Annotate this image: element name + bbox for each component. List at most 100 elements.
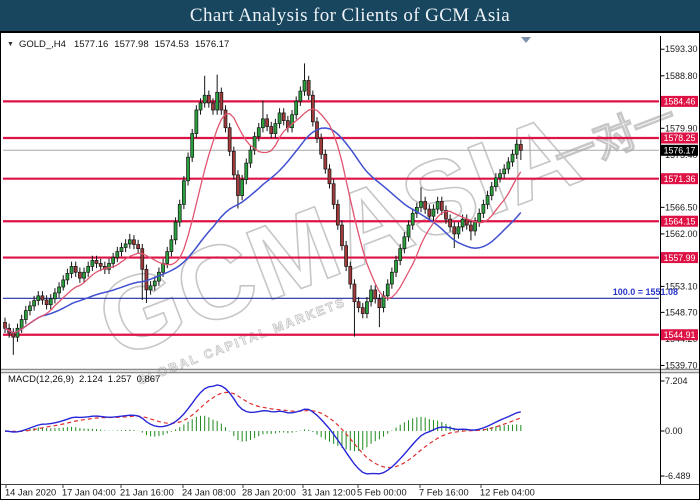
candle-body [510,153,515,163]
price-level-badge-text: 1578.25 [664,133,696,143]
candle-body [78,271,82,279]
price-level-badge [661,95,698,107]
candle-body [294,100,299,116]
candle-body [398,248,403,261]
candle-body [419,201,423,208]
candle-body [186,156,190,182]
candle-body [327,168,332,185]
candle-body [448,218,452,228]
candle-body [115,251,120,258]
candle-body [136,244,140,250]
candle-body [227,127,232,152]
candle-body [73,266,78,273]
macd-value: 2.124 [79,374,103,385]
candle-body [498,173,502,179]
candle-body [23,310,28,320]
time-tick-label: 28 Jan 20:00 [242,488,296,498]
candle-body [194,109,199,134]
candle-body [32,300,36,307]
candle-body [369,289,373,303]
chart-shift-marker-icon[interactable] [521,37,531,43]
candle-body [439,201,444,211]
candle-body [306,80,311,96]
candle-body [514,143,519,155]
ma-fast-line [4,108,522,334]
macd-signal-line [4,391,522,469]
price-tick-label: 1588.80 [665,71,698,81]
candle-body [265,118,269,127]
price-level-badge [661,132,698,144]
price-level-badge [661,173,698,185]
candle-body [435,201,440,210]
candle-body [348,266,353,285]
candle-body [169,239,174,252]
candle-body [86,266,91,273]
candle-body [65,273,70,281]
price-tick-label: 7.204 [665,376,688,386]
candle-body [140,248,145,270]
candle-body [223,109,228,129]
fib-level-label: 100.0 = 1551.08 [613,287,678,297]
candle-body [107,263,111,270]
time-tick-label: 5 Feb 00:00 [357,488,407,498]
candle-body [57,286,61,294]
time-tick-label: 31 Jan 12:00 [302,488,356,498]
price-tick-label: 1579.90 [665,123,698,133]
price-level-badge-text: 1576.17 [664,146,696,156]
page-title: Chart Analysis for Clients of GCM Asia [189,5,511,26]
price-tick-label: 1553.10 [665,281,698,291]
candle-body [502,168,507,175]
candle-body [406,224,411,238]
macd-histogram-value: 0.867 [136,374,161,385]
macd-indicator-label: MACD(12,26,9) 2.124 1.257 0.867 [8,374,165,385]
candle-body [356,301,361,309]
open-value: 1577.16 [73,39,109,50]
time-tick-label: 21 Jan 16:00 [120,488,174,498]
candle-body [344,245,348,267]
candle-body [3,322,7,329]
price-level-badge [661,144,698,156]
candle-body [53,292,57,300]
candle-body [119,247,124,252]
candle-body [352,283,357,303]
candle-body [94,260,99,264]
time-tick-label: 7 Feb 16:00 [419,488,469,498]
title-bar: Chart Analysis for Clients of GCM Asia [0,0,700,32]
candle-body [165,251,170,264]
time-tick-label: 17 Jan 04:00 [62,488,116,498]
candle-body [319,137,324,155]
candle-body [190,133,195,158]
candle-body [489,186,494,196]
candle-body [219,91,224,111]
candle-body [427,208,432,217]
candle-body [494,177,498,188]
candle-body [464,218,469,226]
candle-body [82,271,86,279]
candle-body [19,319,24,329]
candle-body [198,102,203,111]
candle-body [365,301,369,314]
candle-body [215,91,220,111]
candle-body [410,212,415,226]
candle-body [211,102,215,111]
candle-body [340,224,344,247]
candle-body [394,260,398,273]
candle-body [256,127,261,137]
chevron-down-icon[interactable]: ▼ [7,41,14,48]
candle-body [518,144,523,151]
price-tick-label: 1593.30 [665,44,698,54]
candle-body [182,180,186,205]
candle-body [90,260,95,267]
candle-body [477,212,482,223]
candle-body [373,289,378,300]
candle-body [173,221,178,241]
candle-body [28,305,32,311]
candle-body [206,94,211,104]
candle-body [331,183,336,205]
time-tick-label: 24 Jan 08:00 [182,488,236,498]
candle-body [36,295,41,301]
candle-body [444,209,448,220]
